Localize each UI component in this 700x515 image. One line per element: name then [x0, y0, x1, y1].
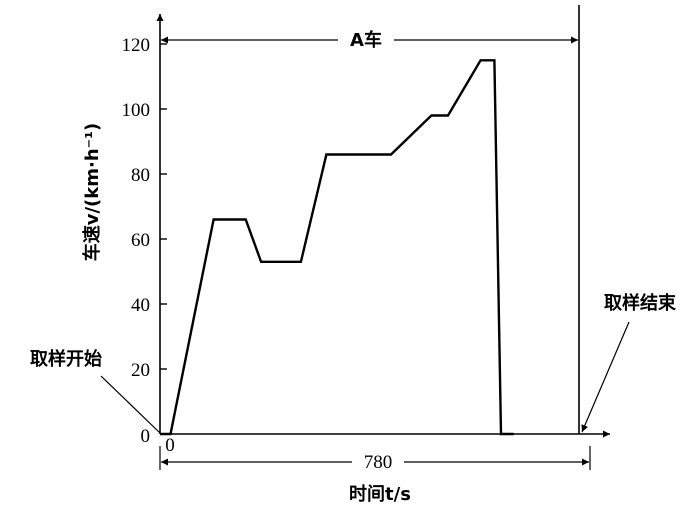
y-tick-label: 0	[141, 426, 151, 447]
top-span-label: A车	[350, 29, 382, 51]
sampling-end-pointer	[581, 321, 630, 433]
y-axis-label: 车速v/(km·h⁻¹)	[81, 123, 103, 262]
sampling-end-label: 取样结束	[604, 292, 677, 314]
y-tick-label: 40	[131, 295, 150, 316]
speed-series-line	[160, 59, 514, 436]
y-tick-label: 60	[131, 230, 150, 251]
y-tick-label: 20	[131, 360, 150, 381]
y-tick-label: 100	[122, 100, 151, 121]
duration-label: 780	[364, 452, 393, 473]
sampling-start-label: 取样开始	[30, 348, 102, 370]
y-tick-label: 80	[131, 165, 150, 186]
y-tick-group: 0 20 40 60 80 100 120	[122, 35, 167, 447]
x-tick-label-0: 0	[165, 435, 175, 456]
sampling-start-pointer	[100, 375, 161, 434]
y-tick-label: 120	[122, 35, 151, 56]
x-axis-label: 时间t/s	[349, 484, 411, 505]
